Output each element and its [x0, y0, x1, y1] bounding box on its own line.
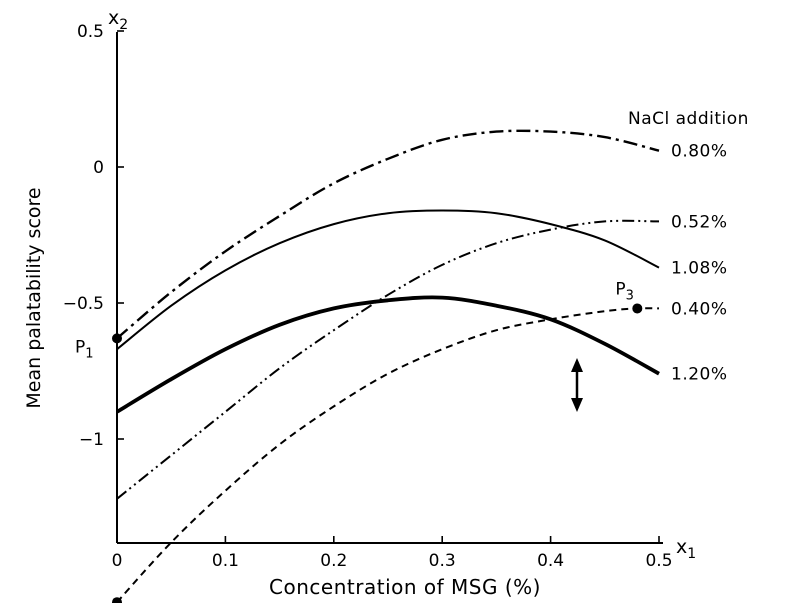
point-label: P3 — [615, 279, 634, 303]
series-lines — [116, 129, 660, 603]
double-arrow-icon — [571, 358, 583, 412]
series-line-1-20pct — [116, 295, 660, 414]
y-axis-title: Mean palatability score — [23, 187, 45, 408]
plot-area: 00.10.20.30.40.50.50−0.5−1 P1P2P3 0.80%0… — [63, 22, 728, 603]
series-label: 0.40% — [671, 299, 728, 319]
series-line-0-80pct — [116, 129, 660, 340]
x-tick-label: 0.3 — [429, 551, 456, 571]
series-line-1-08pct — [116, 209, 660, 350]
x-tick-label: 0.1 — [212, 551, 239, 571]
point-marker — [112, 597, 122, 603]
series-labels: 0.80% 0.52% 1.08% 0.40% 1.20% — [671, 142, 728, 385]
y-tick-label: 0 — [93, 158, 104, 178]
series-label: 0.80% — [671, 142, 728, 162]
series-label: 1.08% — [671, 259, 728, 279]
y-axis-variable: x2 — [108, 7, 128, 33]
legend-title: NaCl addition — [628, 109, 749, 129]
y-tick-label: −0.5 — [63, 294, 104, 314]
point-label: P1 — [75, 337, 94, 361]
y-tick-label: 0.5 — [77, 22, 104, 42]
ticks: 0 0.1 0.2 0.3 0.4 0.5 0.5 0 −0.5 −1 — [63, 22, 673, 571]
x-tick-label: 0 — [112, 551, 123, 571]
point-marker — [632, 303, 643, 314]
x-axis-variable: x1 — [676, 536, 696, 562]
series-label: 0.52% — [671, 212, 728, 232]
point-label: P2 — [75, 601, 94, 603]
x-tick-label: 0.4 — [537, 551, 564, 571]
x-axis-title: Concentration of MSG (%) — [269, 575, 541, 599]
series-line-0-40pct — [116, 307, 660, 603]
x-tick-label: 0.2 — [320, 551, 347, 571]
point-marker — [112, 333, 122, 344]
y-tick-label: −1 — [79, 430, 104, 450]
x-tick-label: 0.5 — [645, 551, 672, 571]
points: P1 P2 P3 — [75, 279, 643, 603]
series-label: 1.20% — [671, 365, 728, 385]
